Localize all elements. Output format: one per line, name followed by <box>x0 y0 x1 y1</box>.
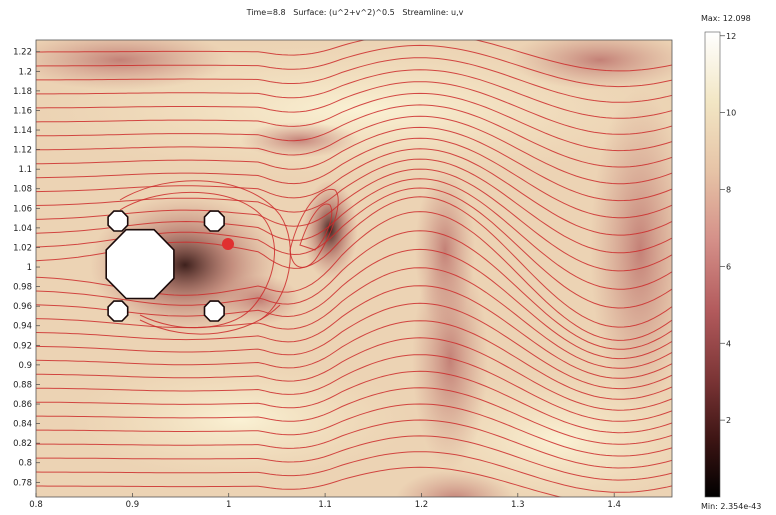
y-tick-label-14: 1.06 <box>13 204 32 214</box>
y-tick-label-0: 0.78 <box>13 478 32 488</box>
y-tick-label-19: 1.16 <box>13 106 32 116</box>
colorbar <box>705 32 720 497</box>
x-tick-label-4: 1.2 <box>415 500 429 510</box>
x-tick-label-3: 1.1 <box>318 500 332 510</box>
y-tick-label-22: 1.22 <box>13 48 32 58</box>
colorbar-max-label: Max: 12.098 <box>701 14 751 23</box>
y-tick-label-11: 1 <box>27 263 32 273</box>
y-tick-label-1: 0.8 <box>18 459 32 469</box>
y-tick-label-4: 0.86 <box>13 400 32 410</box>
y-tick-label-21: 1.2 <box>18 67 32 77</box>
colorbar-tick-label-5: 12 <box>726 32 736 41</box>
y-tick-label-15: 1.08 <box>13 185 32 195</box>
y-tick-label-2: 0.82 <box>13 439 32 449</box>
obstacle-octagon-1 <box>108 211 128 231</box>
x-tick-label-2: 1 <box>226 500 231 510</box>
y-tick-label-12: 1.02 <box>13 243 32 253</box>
y-tick-label-10: 0.98 <box>13 283 32 293</box>
y-tick-label-20: 1.18 <box>13 87 32 97</box>
colorbar-ticks: 2 4 6 8 10 12 <box>720 32 736 425</box>
colorbar-tick-label-4: 10 <box>726 109 736 118</box>
y-tick-label-18: 1.14 <box>13 126 32 136</box>
y-tick-label-17: 1.12 <box>13 146 32 156</box>
y-tick-label-6: 0.9 <box>18 361 32 371</box>
colorbar-tick-label-0: 2 <box>726 416 731 425</box>
vortex-marker <box>222 238 234 250</box>
y-tick-label-3: 0.84 <box>13 420 32 430</box>
obstacle-octagon-0 <box>106 230 174 299</box>
y-tick-label-5: 0.88 <box>13 380 32 390</box>
colorbar-tick-label-3: 8 <box>726 186 731 195</box>
y-tick-label-8: 0.94 <box>13 322 32 332</box>
obstacle-octagon-3 <box>108 301 128 321</box>
x-tick-label-6: 1.4 <box>607 500 621 510</box>
colorbar-min-label: Min: 2.354e-43 <box>701 502 761 511</box>
x-tick-label-0: 0.8 <box>29 500 43 510</box>
x-tick-label-5: 1.3 <box>511 500 525 510</box>
colorbar-tick-label-2: 6 <box>726 262 731 271</box>
y-tick-label-13: 1.04 <box>13 224 32 234</box>
y-tick-label-7: 0.92 <box>13 341 32 351</box>
obstacle-octagon-4 <box>205 301 225 321</box>
obstacle-octagon-2 <box>205 211 225 231</box>
y-tick-label-9: 0.96 <box>13 302 32 312</box>
x-tick-label-1: 0.9 <box>126 500 140 510</box>
colorbar-tick-label-1: 4 <box>726 339 731 348</box>
y-tick-label-16: 1.1 <box>18 165 32 175</box>
